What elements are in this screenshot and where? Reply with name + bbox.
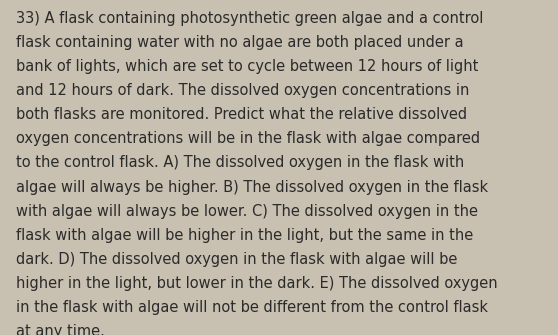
Text: bank of lights, which are set to cycle between 12 hours of light: bank of lights, which are set to cycle b… <box>16 59 478 74</box>
Text: oxygen concentrations will be in the flask with algae compared: oxygen concentrations will be in the fla… <box>16 131 480 146</box>
Text: dark. D) The dissolved oxygen in the flask with algae will be: dark. D) The dissolved oxygen in the fla… <box>16 252 457 267</box>
Text: with algae will always be lower. C) The dissolved oxygen in the: with algae will always be lower. C) The … <box>16 204 478 219</box>
Text: higher in the light, but lower in the dark. E) The dissolved oxygen: higher in the light, but lower in the da… <box>16 276 497 291</box>
Text: flask with algae will be higher in the light, but the same in the: flask with algae will be higher in the l… <box>16 228 473 243</box>
Text: at any time.: at any time. <box>16 324 104 335</box>
Text: and 12 hours of dark. The dissolved oxygen concentrations in: and 12 hours of dark. The dissolved oxyg… <box>16 83 469 98</box>
Text: both flasks are monitored. Predict what the relative dissolved: both flasks are monitored. Predict what … <box>16 107 466 122</box>
Text: to the control flask. A) The dissolved oxygen in the flask with: to the control flask. A) The dissolved o… <box>16 155 464 171</box>
Text: 33) A flask containing photosynthetic green algae and a control: 33) A flask containing photosynthetic gr… <box>16 11 483 26</box>
Text: in the flask with algae will not be different from the control flask: in the flask with algae will not be diff… <box>16 300 488 315</box>
Text: algae will always be higher. B) The dissolved oxygen in the flask: algae will always be higher. B) The diss… <box>16 180 488 195</box>
Text: flask containing water with no algae are both placed under a: flask containing water with no algae are… <box>16 35 463 50</box>
